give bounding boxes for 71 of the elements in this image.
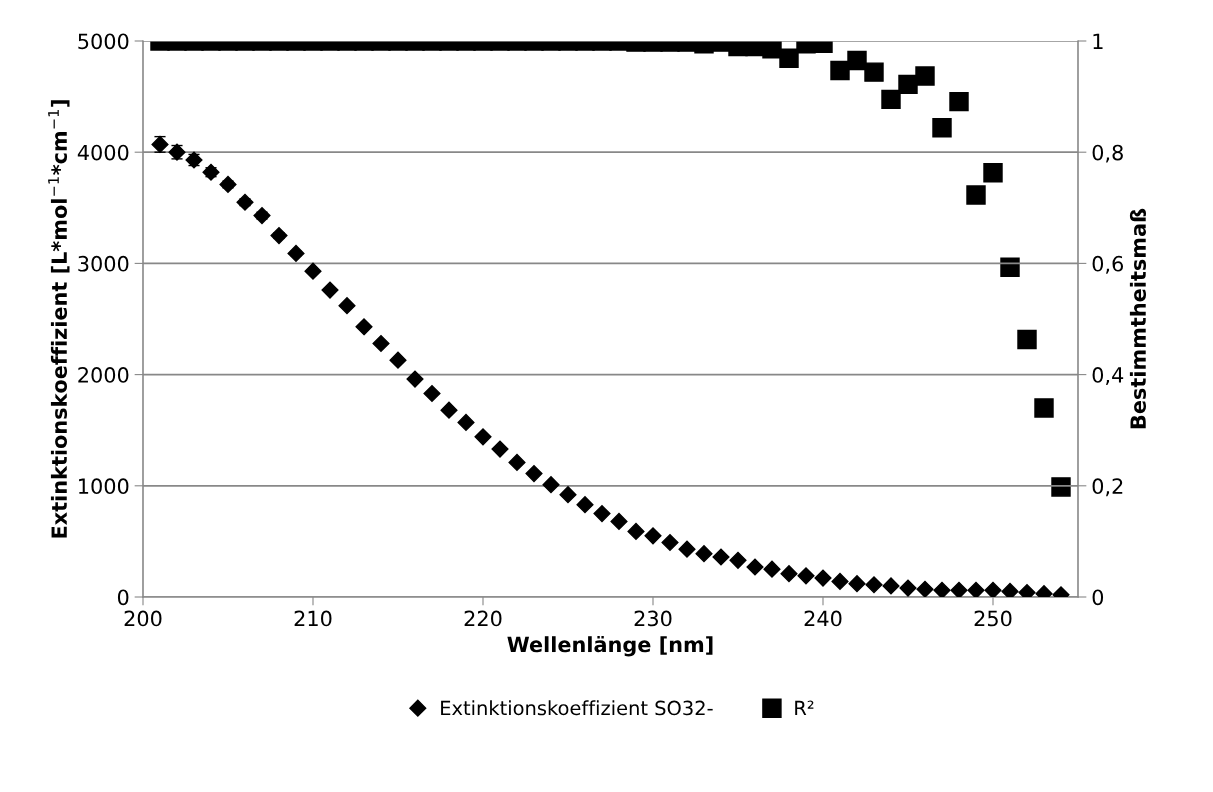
point (287, 244, 305, 262)
point (899, 579, 917, 597)
point (661, 533, 679, 552)
point (814, 569, 832, 587)
point (559, 486, 577, 504)
point (1001, 582, 1019, 597)
point (440, 401, 458, 419)
legend-label: R² (795, 700, 814, 716)
point (219, 175, 237, 194)
point (576, 496, 594, 514)
point (457, 413, 475, 431)
x-tick-label: 200 (124, 610, 162, 627)
point (729, 551, 747, 569)
point (525, 465, 543, 483)
point (678, 540, 696, 558)
x-tick-label: 230 (634, 610, 672, 627)
point (202, 163, 220, 181)
point (763, 560, 781, 578)
point (236, 193, 254, 211)
point (270, 227, 288, 245)
point (695, 545, 713, 563)
y2-tick-label: 0 (1092, 589, 1104, 606)
point (627, 522, 645, 540)
y2-tick-label: 1 (1093, 33, 1103, 49)
point (491, 440, 509, 458)
y-axis-title: Extinktionskoeffizient [L*mol$^{−1}$*cm$^{−1}$] (48, 100, 70, 538)
point (780, 565, 798, 583)
point (865, 576, 883, 594)
point (372, 334, 390, 353)
point (848, 575, 866, 593)
point (253, 207, 271, 225)
point (423, 384, 441, 403)
x-axis-title: Wellenlänge [nm] (507, 635, 713, 657)
point (644, 527, 662, 545)
point (746, 558, 764, 576)
point (933, 581, 951, 597)
y2-tick-label: 0,4 (1092, 367, 1124, 385)
y2-tick-label: 0,8 (1092, 144, 1123, 163)
point (797, 567, 815, 585)
point (882, 577, 900, 595)
y-tick-label: 5000 (78, 33, 129, 50)
point (474, 428, 492, 446)
point (593, 505, 611, 523)
point (916, 580, 934, 597)
point (406, 370, 424, 388)
point (321, 281, 339, 299)
y2-tick-label: 0,6 (1092, 255, 1124, 274)
x-tick-label: 210 (294, 610, 332, 627)
point (355, 318, 373, 336)
point (610, 512, 628, 530)
point (542, 476, 560, 494)
y2-axis-title: Bestimmtheitsmaß (1129, 208, 1147, 429)
y-tick-label: 0 (117, 589, 129, 606)
legend-label: Extinktionskoeffizient SO32- (441, 700, 713, 716)
x-tick-label: 240 (804, 610, 842, 627)
point (831, 572, 849, 590)
y2-tick-label: 0,2 (1092, 478, 1123, 497)
point (508, 453, 526, 472)
y-tick-label: 4000 (77, 144, 129, 161)
x-tick-label: 220 (464, 610, 502, 627)
x-tick-label: 250 (974, 610, 1012, 627)
y-tick-label: 1000 (79, 478, 129, 495)
y-tick-label: 3000 (78, 255, 129, 272)
point (984, 581, 1002, 597)
point (338, 297, 356, 315)
point (950, 581, 968, 597)
point (967, 581, 985, 597)
point (304, 262, 322, 280)
point (389, 351, 407, 369)
y-tick-label: 2000 (78, 367, 129, 383)
point (712, 548, 730, 566)
